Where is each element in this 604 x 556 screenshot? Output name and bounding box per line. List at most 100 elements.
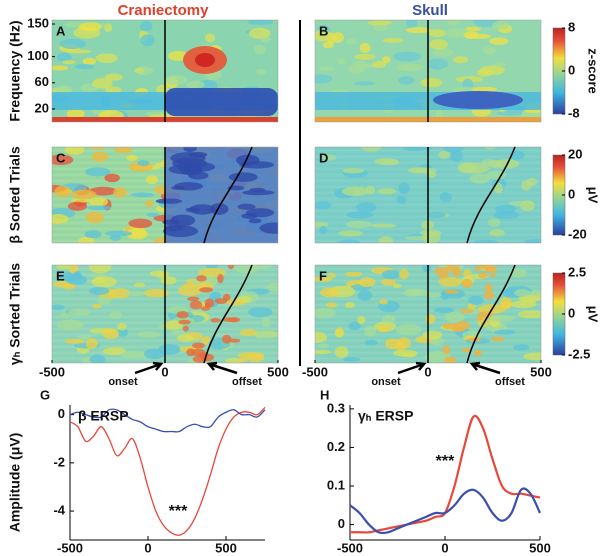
heat-blob xyxy=(84,230,102,239)
heat-blob xyxy=(59,38,86,50)
heat-blob xyxy=(102,347,126,356)
heat-blob xyxy=(185,207,200,213)
heat-blob xyxy=(239,328,258,337)
heat-blob xyxy=(481,159,498,167)
heat-blob xyxy=(461,278,473,289)
heat-blob xyxy=(84,167,111,177)
heat-blob xyxy=(56,319,84,331)
heat-blob xyxy=(433,47,454,57)
heat-blob xyxy=(74,64,95,70)
heat-blob xyxy=(484,147,496,150)
heat-blob xyxy=(237,352,265,359)
heat-blob xyxy=(133,282,146,288)
heat-blob xyxy=(482,45,496,55)
heat-blob xyxy=(427,211,446,219)
heat-blob xyxy=(494,204,516,214)
panel-letter: A xyxy=(56,23,66,38)
heat-blob xyxy=(348,321,361,331)
heat-blob xyxy=(421,231,441,243)
heat-blob xyxy=(374,158,399,166)
heat-blob xyxy=(143,288,170,298)
heat-blob xyxy=(434,307,454,314)
heat-blob xyxy=(155,198,183,204)
heat-blob xyxy=(422,265,432,273)
y-axis-label: Frequency (Hz) xyxy=(7,20,23,121)
heat-blob xyxy=(196,275,207,282)
heat-blob xyxy=(379,299,389,305)
heat-blob xyxy=(52,154,74,166)
annotation: *** xyxy=(436,453,455,470)
heat-blob xyxy=(319,287,340,298)
heat-blob xyxy=(344,271,363,277)
heat-blob xyxy=(89,186,117,196)
heat-blob xyxy=(438,150,451,159)
heat-blob xyxy=(342,357,361,362)
arrow xyxy=(134,361,164,375)
heat-blob xyxy=(158,344,181,355)
heat-blob xyxy=(438,276,462,287)
heat-blob xyxy=(176,334,194,342)
heat-blob xyxy=(468,295,484,305)
colorbar-tick-label: 0 xyxy=(568,62,575,77)
heat-blob xyxy=(71,189,97,200)
heat-blob xyxy=(424,293,442,298)
heat-blob xyxy=(315,201,332,210)
heat-blob xyxy=(178,284,203,297)
heat-blob xyxy=(254,331,278,339)
heat-blob xyxy=(523,352,541,361)
line-series xyxy=(69,406,266,536)
colorbar-tick-label: -2.5 xyxy=(568,346,590,361)
heat-blob xyxy=(64,49,92,54)
heat-blob xyxy=(398,182,410,195)
heat-blob xyxy=(267,282,278,292)
heat-blob xyxy=(473,239,499,243)
heat-blob xyxy=(474,349,482,357)
heat-blob xyxy=(315,331,328,344)
panel-letter: G xyxy=(40,387,50,402)
heat-blob xyxy=(186,80,205,89)
panel-letter: B xyxy=(319,23,328,38)
heat-blob xyxy=(334,328,345,338)
heat-blob xyxy=(237,203,256,210)
y-axis-label: β Sorted Trials xyxy=(7,146,23,243)
heat-region xyxy=(433,91,523,109)
heat-blob xyxy=(372,60,387,69)
heat-blob xyxy=(189,300,203,310)
y-tick-label: -2 xyxy=(53,454,65,469)
heat-blob xyxy=(117,323,127,331)
heat-blob xyxy=(226,299,246,306)
y-tick-label: 0.2 xyxy=(327,439,345,454)
x-tick-label: -500 xyxy=(337,540,363,555)
heat-blob xyxy=(67,201,88,211)
heat-blob xyxy=(342,168,365,174)
heat-blob xyxy=(399,268,409,280)
heat-blob xyxy=(88,265,112,274)
heat-blob xyxy=(367,20,393,26)
heatmap xyxy=(52,147,278,243)
heat-blob xyxy=(172,157,208,170)
heat-blob xyxy=(228,172,258,183)
heat-blob xyxy=(346,211,374,219)
heat-blob xyxy=(187,296,200,302)
offset-curve xyxy=(203,146,253,244)
heat-blob xyxy=(355,202,377,213)
heat-blob xyxy=(338,239,361,243)
y-tick-label: 60 xyxy=(35,74,49,89)
heat-blob xyxy=(442,323,458,330)
heat-blob xyxy=(85,338,98,350)
heat-blob xyxy=(136,331,161,338)
heat-blob xyxy=(453,56,469,64)
heat-blob xyxy=(225,357,243,363)
heat-blob xyxy=(490,336,505,342)
heat-blob xyxy=(364,339,378,346)
heat-blob xyxy=(464,26,482,32)
heat-blob xyxy=(238,357,248,363)
heat-blob xyxy=(434,266,450,276)
heat-blob xyxy=(204,33,216,43)
colorbar-tick-label: -8 xyxy=(568,105,580,120)
heatmap xyxy=(52,265,278,363)
panel-letter: E xyxy=(56,268,65,283)
offset-curve xyxy=(466,146,516,244)
heat-blob xyxy=(354,53,376,60)
heat-blob xyxy=(59,313,71,319)
